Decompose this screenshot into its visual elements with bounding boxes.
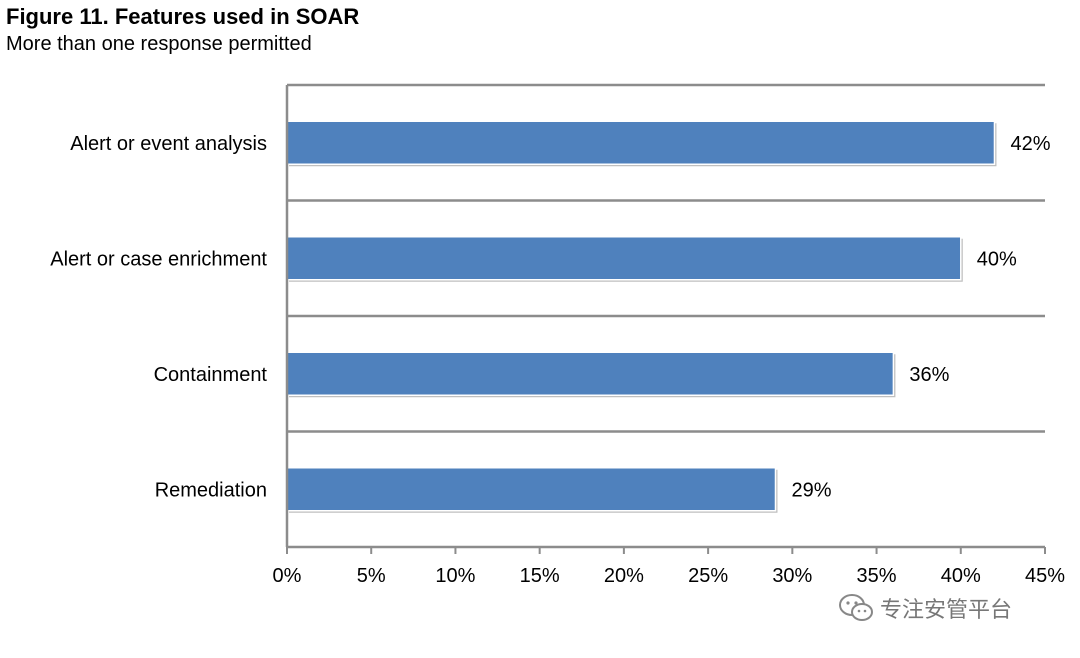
data-label: 29% bbox=[791, 479, 831, 501]
x-tick-label: 5% bbox=[357, 565, 386, 587]
x-tick-label: 25% bbox=[688, 565, 728, 587]
data-label: 36% bbox=[909, 364, 949, 386]
x-tick-label: 0% bbox=[273, 565, 302, 587]
x-tick-label: 15% bbox=[520, 565, 560, 587]
x-tick-label: 35% bbox=[857, 565, 897, 587]
x-tick-label: 20% bbox=[604, 565, 644, 587]
category-label: Alert or case enrichment bbox=[50, 248, 267, 270]
category-label: Containment bbox=[154, 364, 268, 386]
x-tick-label: 45% bbox=[1025, 565, 1065, 587]
x-tick-label: 10% bbox=[435, 565, 475, 587]
bar bbox=[286, 120, 996, 165]
bar bbox=[286, 351, 895, 396]
bar bbox=[286, 236, 962, 281]
data-label: 42% bbox=[1010, 133, 1050, 155]
figure-subtitle: More than one response permitted bbox=[6, 33, 312, 55]
figure-title: Figure 11. Features used in SOAR bbox=[6, 4, 360, 29]
wechat-icon bbox=[839, 594, 873, 621]
bar bbox=[286, 467, 777, 512]
data-label: 40% bbox=[977, 248, 1017, 270]
x-tick-label: 30% bbox=[772, 565, 812, 587]
category-label: Remediation bbox=[155, 479, 267, 501]
watermark-text: 专注安管平台 bbox=[880, 598, 1013, 623]
x-tick-label: 40% bbox=[941, 565, 981, 587]
category-label: Alert or event analysis bbox=[70, 133, 267, 155]
watermark: 专注安管平台 bbox=[838, 592, 1012, 624]
